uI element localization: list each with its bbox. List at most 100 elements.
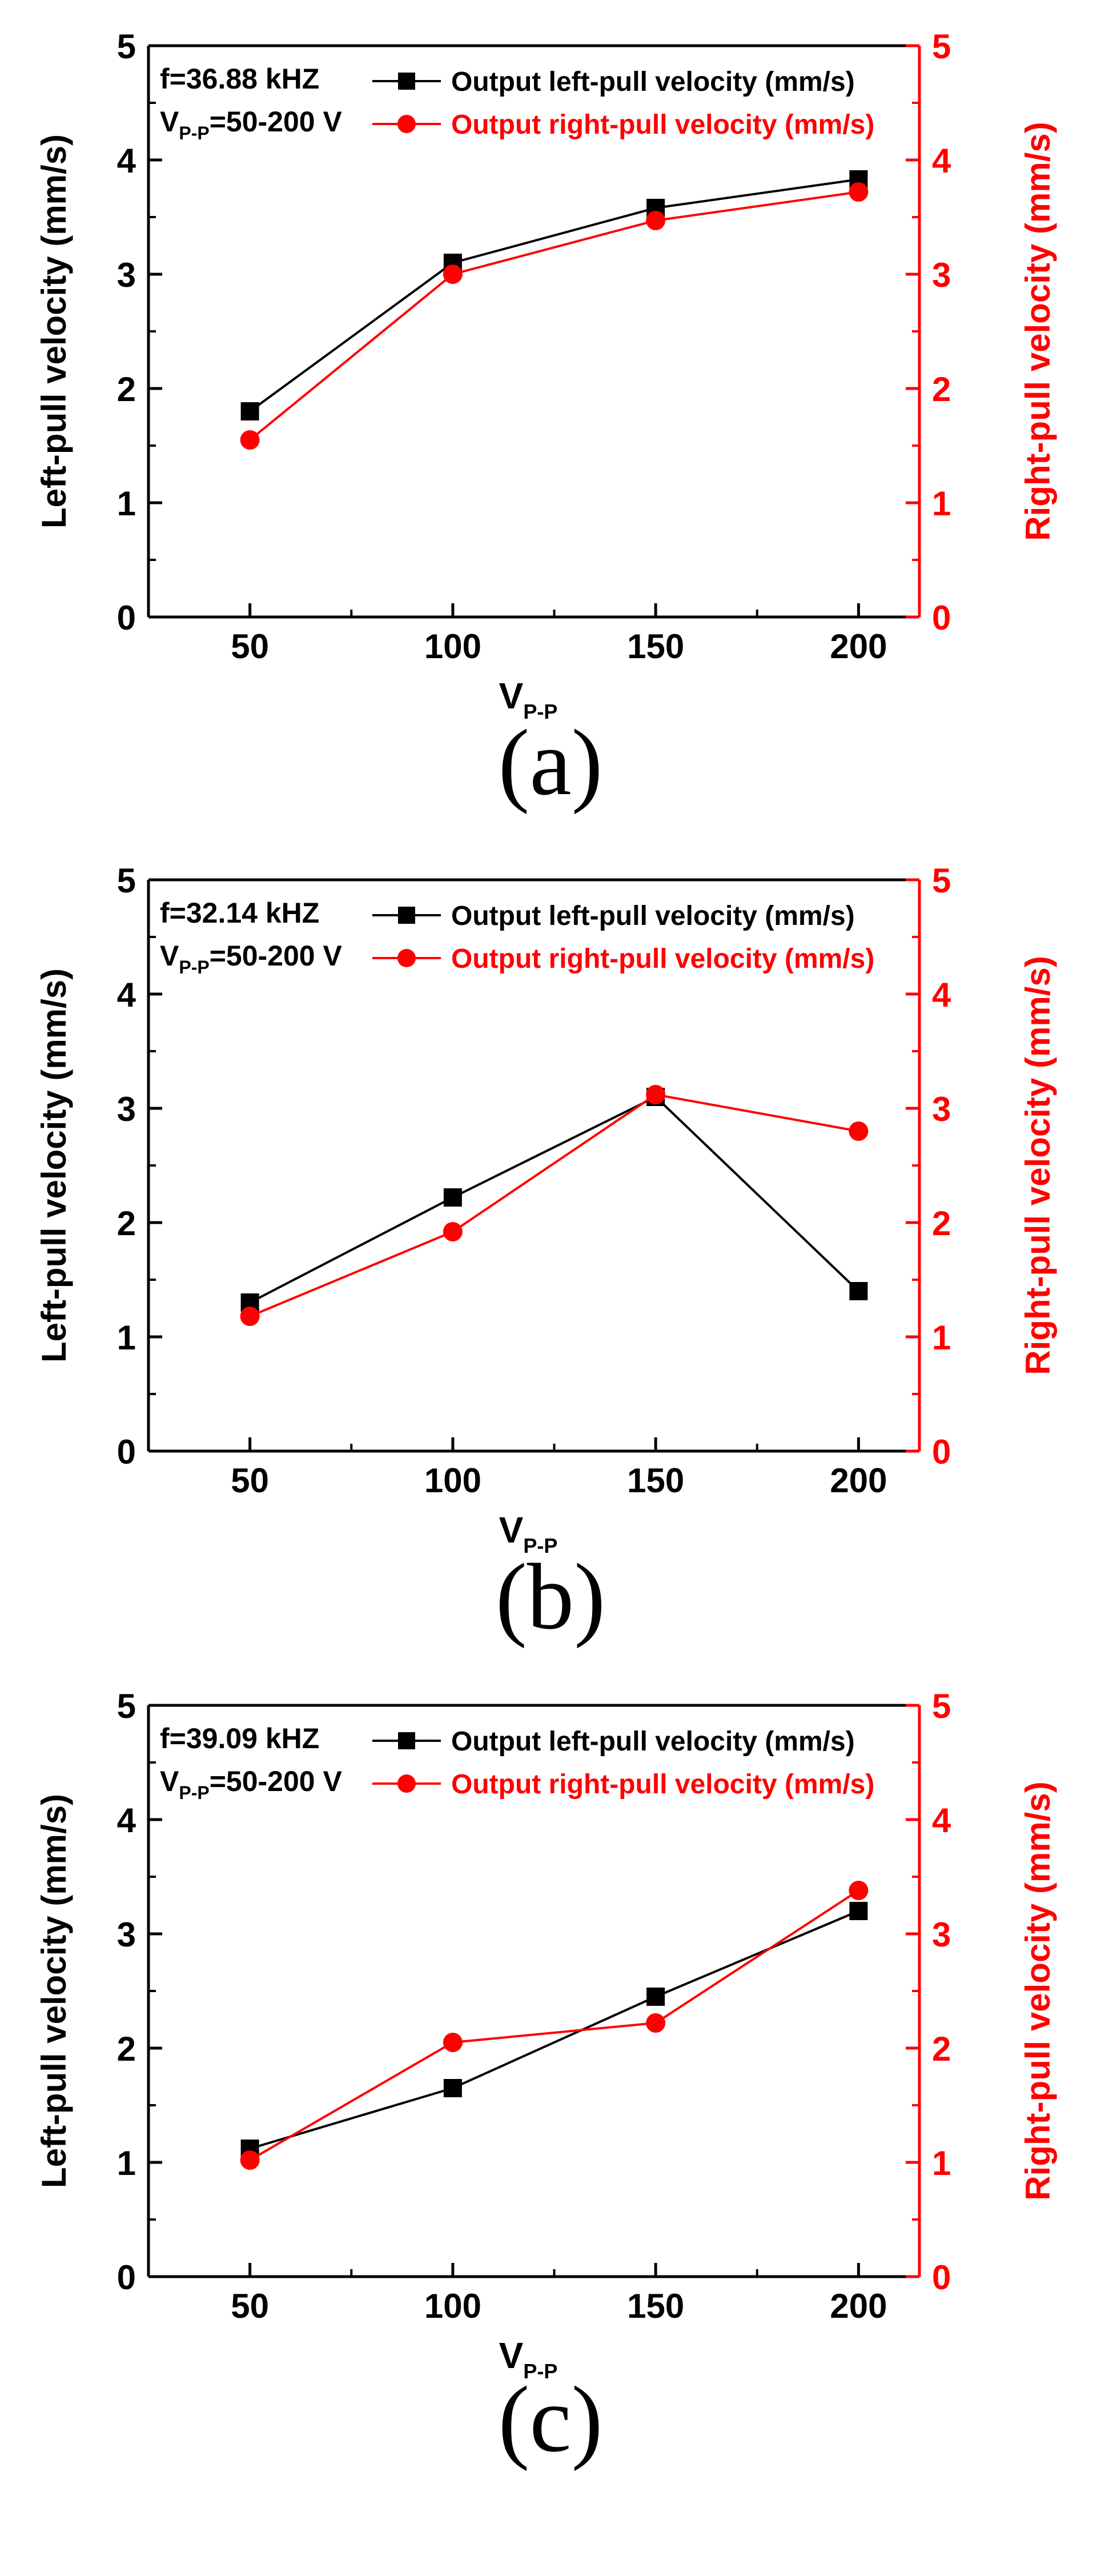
- legend-label: Output left-pull velocity (mm/s): [451, 1726, 855, 1757]
- x-tick-label: 150: [627, 2287, 684, 2325]
- left-y-tick-label: 0: [117, 599, 136, 637]
- data-point-right-pull: [646, 1085, 665, 1104]
- left-y-tick-label: 0: [117, 1433, 136, 1471]
- panel-caption: (a): [498, 710, 602, 815]
- data-point-right-pull: [849, 1121, 868, 1141]
- left-y-tick-label: 2: [117, 370, 136, 408]
- right-y-tick-label: 3: [932, 1916, 951, 1954]
- data-point-right-pull: [240, 2150, 260, 2170]
- panel-caption: (b): [496, 1544, 605, 1649]
- data-point-right-pull: [240, 430, 260, 450]
- x-tick-label: 200: [830, 1461, 887, 1500]
- data-point-right-pull: [849, 182, 868, 202]
- left-y-tick-label: 3: [117, 1090, 136, 1128]
- x-tick-label: 150: [627, 627, 684, 666]
- data-point-right-pull: [849, 1881, 868, 1900]
- right-y-tick-label: 5: [932, 862, 951, 900]
- left-y-axis-label: Left-pull velocity (mm/s): [35, 968, 73, 1363]
- voltage-annotation-rest: =50-200 V: [210, 106, 343, 138]
- voltage-annotation-main: V: [160, 940, 179, 972]
- legend-label: Output left-pull velocity (mm/s): [451, 901, 855, 931]
- data-point-left-pull: [444, 1188, 462, 1207]
- chart-panel-c: 0 01 12 23 34 45 550 100 150 200VP-PLeft-pull vel…: [35, 1687, 1057, 2471]
- series-line-right-pull: [250, 1890, 859, 2160]
- voltage-annotation: VP-P=50-200 V: [160, 940, 342, 977]
- left-y-tick-label: 1: [117, 2144, 136, 2182]
- left-y-tick-label: 3: [117, 1916, 136, 1954]
- series-line-left-pull: [250, 179, 859, 411]
- panel-caption: (c): [498, 2367, 602, 2471]
- x-tick-label: 100: [424, 627, 481, 666]
- right-y-axis-label: Right-pull velocity (mm/s): [1019, 956, 1057, 1375]
- series-line-right-pull: [250, 192, 859, 440]
- x-tick-label: 150: [627, 1461, 684, 1500]
- x-tick-label: 200: [830, 627, 887, 666]
- left-y-tick-label: 4: [117, 142, 136, 180]
- series-line-left-pull: [250, 1097, 859, 1303]
- x-tick-label: 100: [424, 2287, 481, 2325]
- left-y-tick-label: 0: [117, 2258, 136, 2297]
- right-y-tick-label: 2: [932, 2030, 951, 2068]
- right-y-tick-label: 0: [932, 2258, 951, 2297]
- voltage-annotation: VP-P=50-200 V: [160, 106, 342, 143]
- legend-circle-marker: [397, 1774, 416, 1793]
- data-point-right-pull: [646, 2013, 665, 2033]
- x-tick-label: 200: [830, 2287, 887, 2325]
- left-y-axis-label: Left-pull velocity (mm/s): [35, 1794, 73, 2188]
- figure: 0 01 12 23 34 45 550 100 150 200VP-PLeft-pull vel…: [0, 0, 1101, 2576]
- data-point-right-pull: [443, 2033, 463, 2052]
- voltage-annotation-sub: P-P: [179, 957, 209, 977]
- right-y-tick-label: 5: [932, 1687, 951, 1725]
- right-y-tick-label: 2: [932, 1204, 951, 1243]
- left-y-tick-label: 2: [117, 2030, 136, 2068]
- legend-square-marker: [398, 73, 415, 90]
- voltage-annotation-sub: P-P: [179, 1782, 209, 1803]
- x-tick-label: 50: [231, 627, 269, 666]
- voltage-annotation-rest: =50-200 V: [210, 1765, 343, 1797]
- left-y-tick-label: 4: [117, 976, 136, 1014]
- data-point-right-pull: [443, 265, 463, 284]
- left-y-tick-label: 2: [117, 1204, 136, 1243]
- chart-panel-b: 0 01 12 23 34 45 550 100 150 200VP-PLeft-pull vel…: [35, 862, 1057, 1649]
- data-point-right-pull: [443, 1222, 463, 1241]
- x-tick-label: 50: [231, 2287, 269, 2325]
- right-y-tick-label: 0: [932, 1433, 951, 1471]
- voltage-annotation: VP-P=50-200 V: [160, 1765, 342, 1803]
- left-y-tick-label: 5: [117, 862, 136, 900]
- frequency-annotation: f=32.14 kHZ: [160, 897, 319, 929]
- legend-label: Output right-pull velocity (mm/s): [451, 1769, 874, 1800]
- series-line-right-pull: [250, 1095, 859, 1316]
- right-y-tick-label: 1: [932, 1319, 951, 1357]
- right-y-tick-label: 2: [932, 370, 951, 408]
- data-point-left-pull: [849, 1902, 867, 1920]
- data-point-right-pull: [240, 1307, 260, 1326]
- right-y-tick-label: 3: [932, 256, 951, 294]
- right-y-tick-label: 1: [932, 2144, 951, 2182]
- x-tick-label: 50: [231, 1461, 269, 1500]
- right-y-tick-label: 5: [932, 27, 951, 66]
- voltage-annotation-sub: P-P: [179, 123, 209, 143]
- legend-label: Output right-pull velocity (mm/s): [451, 944, 874, 974]
- right-y-tick-label: 4: [932, 142, 951, 180]
- right-y-tick-label: 0: [932, 599, 951, 637]
- voltage-annotation-main: V: [160, 106, 179, 138]
- voltage-annotation-main: V: [160, 1765, 179, 1797]
- series-line-left-pull: [250, 1911, 859, 2149]
- right-y-tick-label: 1: [932, 484, 951, 523]
- right-y-axis-label: Right-pull velocity (mm/s): [1019, 122, 1057, 540]
- data-point-left-pull: [444, 2079, 462, 2097]
- legend-label: Output right-pull velocity (mm/s): [451, 110, 874, 140]
- data-point-right-pull: [646, 211, 665, 230]
- data-point-left-pull: [849, 1282, 867, 1300]
- left-y-tick-label: 3: [117, 256, 136, 294]
- legend-circle-marker: [397, 949, 416, 967]
- left-y-tick-label: 5: [117, 27, 136, 66]
- left-y-tick-label: 4: [117, 1801, 136, 1840]
- x-tick-label: 100: [424, 1461, 481, 1500]
- right-y-tick-label: 3: [932, 1090, 951, 1128]
- right-y-tick-label: 4: [932, 1801, 951, 1840]
- legend-circle-marker: [397, 115, 416, 133]
- frequency-annotation: f=39.09 kHZ: [160, 1722, 319, 1754]
- left-y-tick-label: 1: [117, 484, 136, 523]
